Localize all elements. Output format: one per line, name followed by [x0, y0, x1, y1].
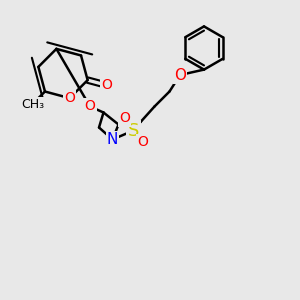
Text: N: N [107, 132, 118, 147]
Text: O: O [101, 78, 112, 92]
Text: O: O [119, 112, 130, 125]
Text: S: S [128, 122, 139, 140]
Text: CH₃: CH₃ [22, 98, 45, 111]
Text: O: O [85, 100, 95, 113]
Text: O: O [64, 91, 75, 105]
Text: O: O [174, 68, 186, 82]
Text: O: O [137, 136, 148, 149]
